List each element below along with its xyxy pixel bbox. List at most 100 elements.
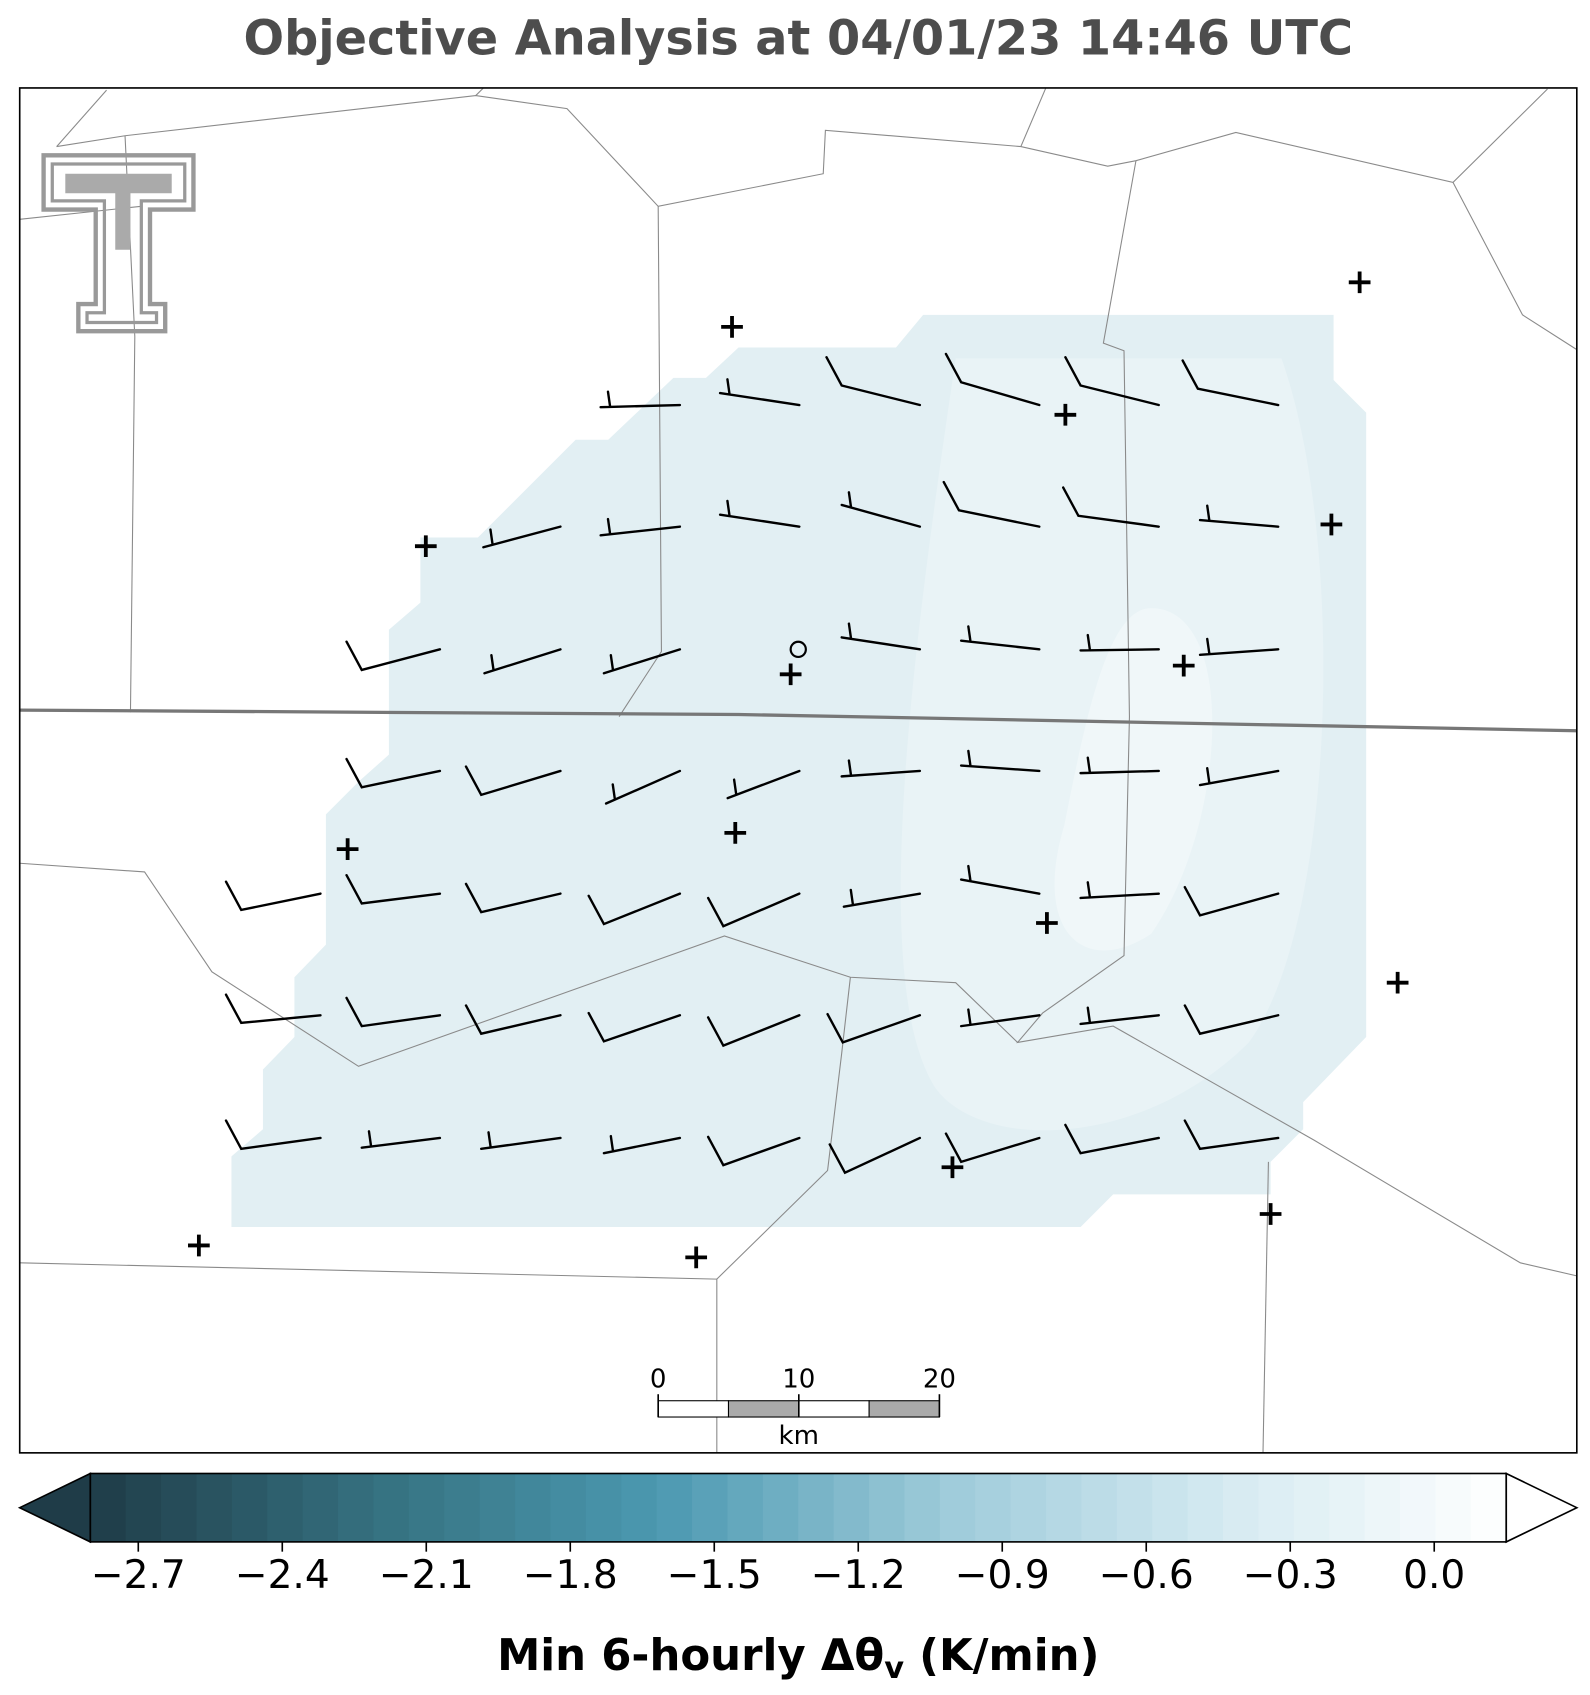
county-line: [56, 89, 107, 147]
colorbar-step: [90, 1473, 127, 1542]
scalebar: 0 10 20 km: [650, 1365, 956, 1451]
wind-barb: [1064, 1123, 1160, 1155]
colorbar-step: [302, 1473, 339, 1542]
scale-segment: [657, 1400, 730, 1418]
wind-barb: [464, 1004, 562, 1036]
wind-barb: [1079, 756, 1160, 775]
colorbar-tick-label: −2.1: [379, 1553, 474, 1598]
colorbar-tick-label: −2.7: [91, 1553, 186, 1598]
colorbar-step: [727, 1473, 764, 1542]
wind-barb: [345, 873, 442, 905]
colorbar-step: [656, 1473, 693, 1542]
station-marker: [1386, 971, 1409, 994]
county-line: [1016, 160, 1577, 1277]
colorbar-tick-label: −1.2: [811, 1553, 906, 1598]
wind-barb: [483, 648, 562, 675]
contour: [1054, 608, 1213, 951]
wind-barb: [959, 625, 1041, 651]
label-sub: v: [884, 1650, 904, 1685]
station-marker: [685, 1246, 708, 1269]
wind-barb: [224, 993, 322, 1025]
colorbar-step: [1329, 1473, 1366, 1542]
colorbar-step: [798, 1473, 835, 1542]
station-marker: [414, 535, 437, 558]
colorbar-step: [1152, 1473, 1189, 1542]
wind-barb: [224, 1119, 322, 1151]
scale-segment: [798, 1400, 870, 1418]
wind-barb: [826, 1012, 922, 1044]
colorbar-step: [1364, 1473, 1401, 1542]
wind-barb: [604, 769, 682, 805]
wind-barb: [224, 880, 322, 912]
colorbar-step: [550, 1473, 587, 1542]
county-line: [1262, 1161, 1269, 1453]
colorbar-extend-high: [1505, 1472, 1579, 1544]
colorbar-step: [833, 1473, 870, 1542]
wind-barb: [464, 765, 562, 797]
wind-barb: [587, 892, 682, 926]
wind-barb: [1198, 766, 1280, 787]
wind-barb: [599, 517, 682, 537]
station-marker: [188, 1234, 210, 1257]
station-marker: [721, 315, 743, 338]
station-marker: [779, 663, 802, 686]
logo-fill: [65, 173, 172, 250]
colorbar-step: [692, 1473, 729, 1542]
scale-label: 20: [923, 1365, 956, 1395]
colorbar-step: [904, 1473, 941, 1542]
wind-barb: [842, 888, 922, 908]
colorbar-step: [1010, 1473, 1047, 1542]
wind-barb: [840, 491, 922, 528]
logo-outer: [41, 153, 196, 334]
logo: [41, 153, 196, 334]
wind-barb: [1183, 1119, 1280, 1151]
colorbar-step: [338, 1473, 375, 1542]
scale-segment: [868, 1400, 940, 1418]
colorbar-label: Min 6-hourly Δθv (K/min): [497, 1631, 1099, 1686]
scale-label: 0: [650, 1365, 667, 1395]
wind-barb: [1183, 1004, 1280, 1036]
wind-barb: [360, 1130, 442, 1149]
colorbar-tick-label: −1.8: [523, 1553, 618, 1598]
state-line: [19, 708, 1577, 733]
wind-barb: [1062, 486, 1160, 528]
wind-barb: [959, 1008, 1041, 1028]
wind-barb: [1064, 356, 1160, 407]
station-marker: [1172, 654, 1195, 677]
label-end: (K/min): [904, 1631, 1099, 1681]
colorbar-step: [1046, 1473, 1083, 1542]
wind-barb: [942, 480, 1041, 528]
station-marker: [941, 1156, 964, 1179]
wind-barb: [482, 525, 562, 549]
scale-segment: [727, 1400, 800, 1418]
map: 0 10 20 km: [18, 87, 1578, 1454]
title: Objective Analysis at 04/01/23 14:46 UTC: [243, 11, 1353, 66]
wind-barb: [828, 1136, 922, 1175]
wind-barb: [1079, 881, 1160, 900]
colorbar-step: [196, 1473, 233, 1542]
colorbar-step: [1400, 1473, 1437, 1542]
station-marker: [1054, 403, 1077, 426]
colorbar-extend-low: [17, 1472, 92, 1544]
wind-barb: [479, 1131, 562, 1151]
wind-barb: [599, 390, 682, 409]
county-line: [1452, 182, 1578, 351]
wind-barbs: [224, 352, 1280, 1175]
wind-barb: [706, 892, 801, 928]
county-line: [475, 87, 484, 96]
colorbar-step: [1116, 1473, 1153, 1542]
county-line: [716, 977, 851, 1453]
wind-barb: [944, 352, 1041, 407]
colorbar-step: [762, 1473, 799, 1542]
colorbar-tick-label: −0.9: [955, 1553, 1050, 1598]
colorbar-step: [161, 1473, 198, 1542]
colorbar-step: [1470, 1473, 1507, 1542]
colorbar-step: [444, 1473, 481, 1542]
wind-barb: [706, 1014, 801, 1048]
colorbar: −2.7 −2.4 −2.1 −1.8 −1.5 −1.2 −0.9 −0.6 −0.3 0.0: [17, 1472, 1579, 1598]
colorbar-step: [1293, 1473, 1330, 1542]
colorbar-step: [975, 1473, 1012, 1542]
station-marker: [1259, 1203, 1282, 1225]
wind-barb: [1079, 633, 1160, 652]
